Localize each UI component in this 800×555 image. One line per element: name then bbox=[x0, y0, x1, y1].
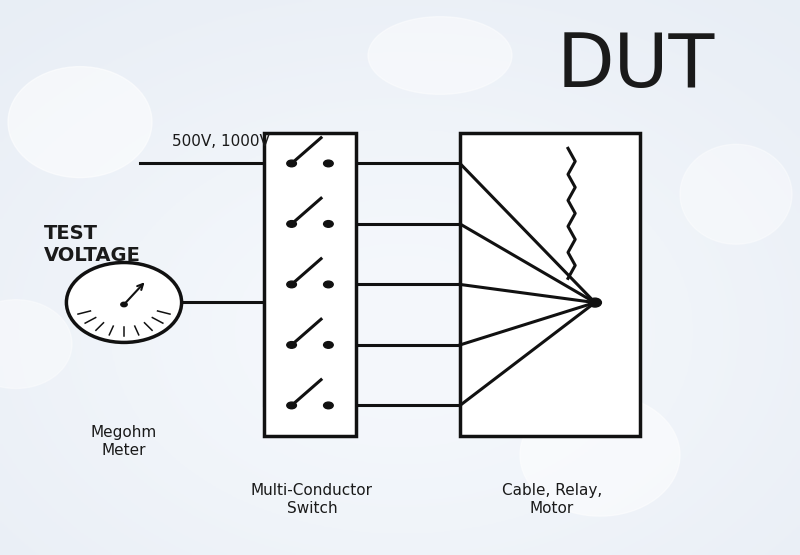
Circle shape bbox=[121, 302, 127, 307]
Text: 500V, 1000V: 500V, 1000V bbox=[172, 134, 270, 149]
Circle shape bbox=[287, 402, 297, 408]
Circle shape bbox=[323, 281, 334, 287]
Circle shape bbox=[287, 220, 297, 228]
Circle shape bbox=[323, 220, 334, 228]
Circle shape bbox=[287, 341, 297, 349]
Circle shape bbox=[323, 402, 334, 408]
Bar bbox=[460, 133, 640, 436]
Circle shape bbox=[66, 263, 182, 342]
Circle shape bbox=[287, 281, 297, 287]
Bar bbox=[264, 133, 356, 436]
Ellipse shape bbox=[520, 394, 680, 516]
Circle shape bbox=[323, 341, 334, 349]
Text: TEST
VOLTAGE: TEST VOLTAGE bbox=[44, 224, 141, 265]
Circle shape bbox=[589, 298, 602, 307]
Text: DUT: DUT bbox=[557, 30, 715, 103]
Ellipse shape bbox=[0, 300, 72, 388]
Ellipse shape bbox=[8, 67, 152, 178]
Circle shape bbox=[287, 160, 297, 166]
Ellipse shape bbox=[680, 144, 792, 244]
Ellipse shape bbox=[368, 17, 512, 94]
Text: Cable, Relay,
Motor: Cable, Relay, Motor bbox=[502, 483, 602, 517]
Text: Multi-Conductor
Switch: Multi-Conductor Switch bbox=[251, 483, 373, 517]
Text: Megohm
Meter: Megohm Meter bbox=[91, 425, 157, 458]
Circle shape bbox=[323, 160, 334, 166]
